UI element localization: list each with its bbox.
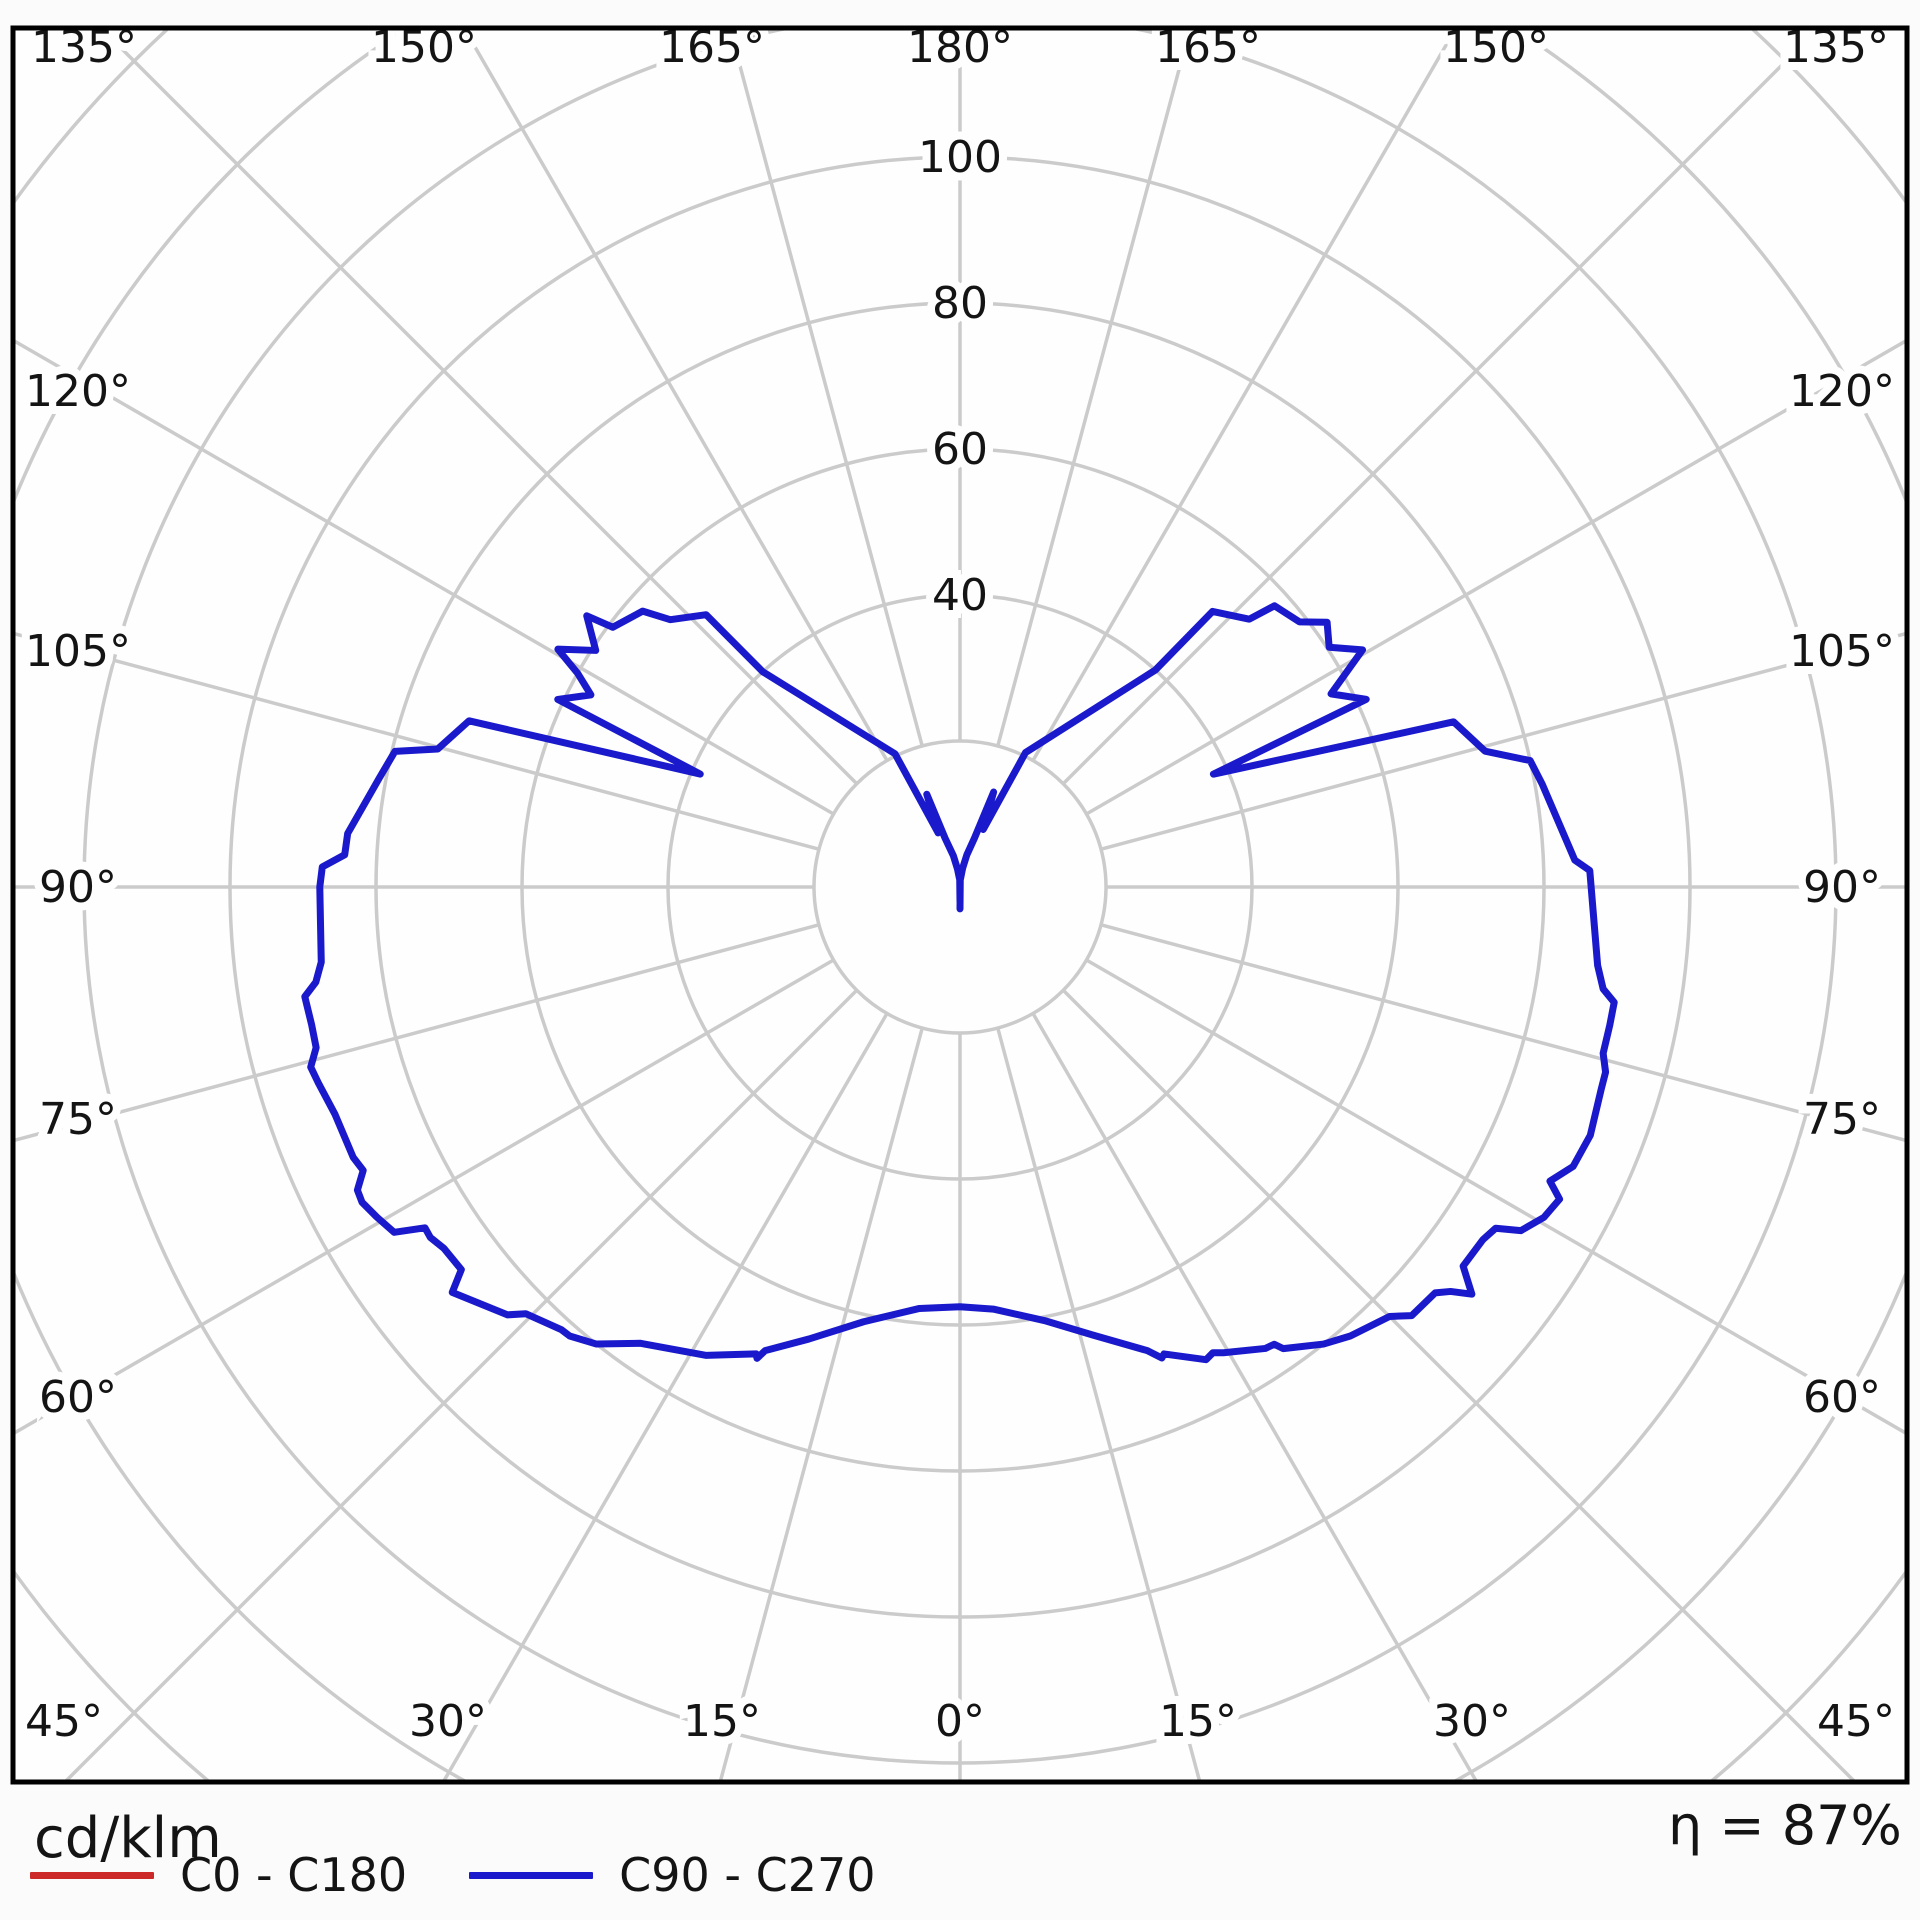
svg-text:75°: 75° [39,1094,117,1145]
svg-text:60°: 60° [1803,1372,1881,1423]
svg-text:75°: 75° [1803,1094,1881,1145]
svg-text:135°: 135° [31,22,137,73]
svg-text:105°: 105° [25,626,131,677]
legend-label-c90-c270: C90 - C270 [619,1848,876,1902]
efficiency-value: η = 87% [1668,1794,1902,1857]
legend-line-c90-c270 [469,1871,594,1879]
svg-text:40: 40 [932,570,988,621]
svg-text:30°: 30° [409,1696,487,1747]
svg-text:150°: 150° [371,22,477,73]
svg-text:165°: 165° [659,22,765,73]
svg-text:150°: 150° [1443,22,1549,73]
svg-text:90°: 90° [1803,862,1881,913]
svg-text:0°: 0° [935,1696,985,1747]
svg-text:80: 80 [932,278,988,329]
legend-label-c0-c180: C0 - C180 [180,1848,408,1902]
svg-text:105°: 105° [1789,626,1895,677]
svg-text:60°: 60° [39,1372,117,1423]
legend-line-c0-c180 [30,1871,154,1879]
svg-text:120°: 120° [25,366,131,417]
svg-text:120°: 120° [1789,366,1895,417]
svg-text:135°: 135° [1783,22,1889,73]
svg-text:45°: 45° [25,1696,103,1747]
svg-text:165°: 165° [1155,22,1261,73]
svg-text:100: 100 [918,132,1002,183]
svg-text:15°: 15° [1159,1696,1237,1747]
svg-text:90°: 90° [39,862,117,913]
svg-text:45°: 45° [1817,1696,1895,1747]
legend: C0 - C180 C90 - C270 [30,1848,876,1902]
units-label: cd/klm [34,1806,222,1871]
svg-text:180°: 180° [907,22,1013,73]
svg-text:30°: 30° [1433,1696,1511,1747]
svg-text:60: 60 [932,424,988,475]
svg-text:15°: 15° [683,1696,761,1747]
